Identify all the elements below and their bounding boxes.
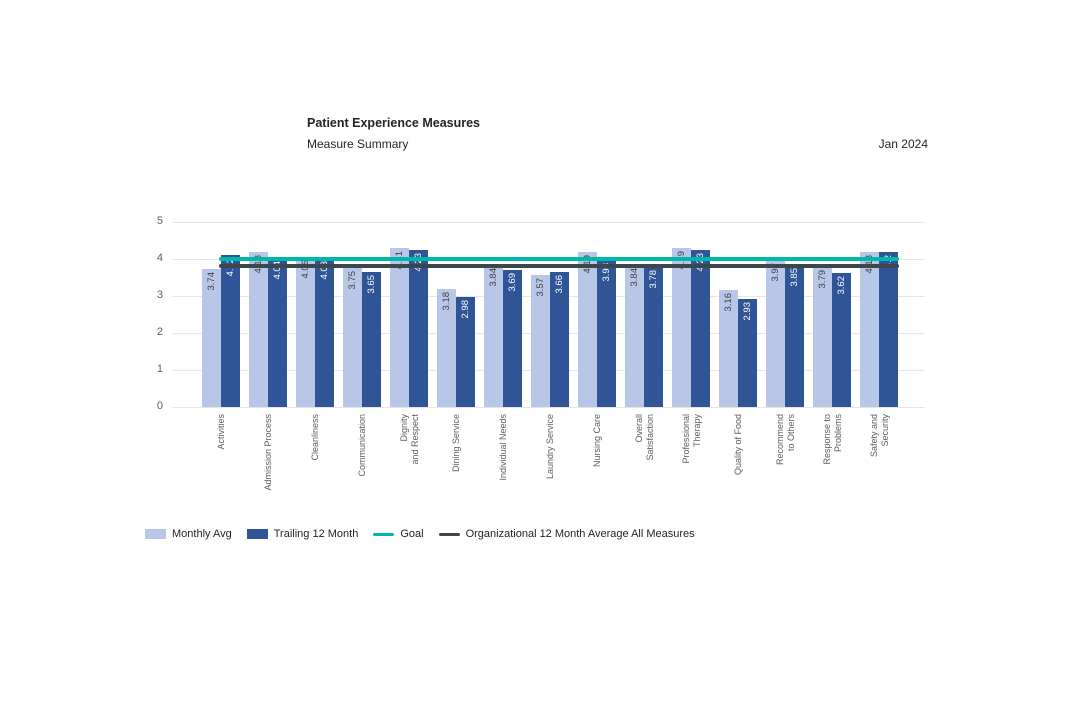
- legend-label: Organizational 12 Month Average All Meas…: [465, 528, 695, 540]
- y-tick-label: 3: [156, 289, 163, 301]
- page-subtitle: Measure Summary: [307, 137, 409, 151]
- bar-communication-monthly-avg[interactable]: [343, 268, 362, 407]
- bar-communication-trailing-12-month[interactable]: [362, 272, 381, 407]
- bar-professional-therapy-trailing-12-month[interactable]: [691, 250, 710, 407]
- bar-admission-process-trailing-12-month[interactable]: [268, 258, 287, 407]
- bar-activities-monthly-avg[interactable]: [202, 269, 221, 407]
- bar-nursing-care-trailing-12-month[interactable]: [597, 260, 616, 407]
- bar-overall-satisfaction-trailing-12-month[interactable]: [644, 267, 663, 407]
- legend-label: Goal: [400, 528, 424, 540]
- bar-dining-service-monthly-avg[interactable]: [437, 289, 456, 407]
- bar-value-label: 2.98: [428, 300, 471, 332]
- goal-line: [219, 257, 899, 261]
- legend-item-monthly-avg[interactable]: Monthly Avg: [145, 528, 232, 540]
- legend-label: Trailing 12 Month: [273, 528, 359, 540]
- bar-laundry-service-trailing-12-month[interactable]: [550, 272, 569, 407]
- y-gridline: [172, 222, 925, 223]
- bar-value-label: 2.93: [710, 302, 753, 334]
- bar-cleanliness-monthly-avg[interactable]: [296, 257, 315, 407]
- bar-dignity-and-respect-trailing-12-month[interactable]: [409, 250, 428, 407]
- bar-safety-and-security-monthly-avg[interactable]: [860, 252, 879, 407]
- bar-value-text: 2.98: [460, 300, 471, 319]
- y-tick-label: 1: [156, 363, 163, 375]
- organizational-12-month-average-all-measures-line: [219, 264, 899, 269]
- legend-swatch-trailing-12-month: [246, 529, 268, 539]
- legend-item-trailing-12-month[interactable]: Trailing 12 Month: [246, 528, 359, 540]
- bar-dining-service-trailing-12-month[interactable]: [456, 297, 475, 407]
- page-title: Patient Experience Measures: [307, 116, 480, 130]
- legend-label: Monthly Avg: [172, 528, 232, 540]
- y-tick-label: 4: [156, 252, 163, 264]
- legend-item-goal[interactable]: Goal: [373, 528, 424, 540]
- chart-legend: Monthly Avg Trailing 12 Month Goal Organiza…: [145, 528, 695, 540]
- bar-activities-trailing-12-month[interactable]: [221, 255, 240, 407]
- category-label-text: Safety and Security: [868, 414, 890, 458]
- bar-dignity-and-respect-monthly-avg[interactable]: [390, 248, 409, 407]
- bar-nursing-care-monthly-avg[interactable]: [578, 252, 597, 407]
- bar-laundry-service-monthly-avg[interactable]: [531, 275, 550, 407]
- y-tick-label: 0: [156, 400, 163, 412]
- legend-item-organizational-12-month-average-all-measures[interactable]: Organizational 12 Month Average All Meas…: [438, 528, 695, 540]
- category-label-safety-and-security: Safety and Security: [779, 414, 890, 504]
- legend-swatch-goal: [373, 532, 395, 536]
- y-gridline: [172, 407, 925, 408]
- bar-response-to-problems-monthly-avg[interactable]: [813, 267, 832, 407]
- bar-quality-of-food-trailing-12-month[interactable]: [738, 299, 757, 407]
- bar-individual-needs-trailing-12-month[interactable]: [503, 270, 522, 407]
- y-tick-label: 5: [156, 215, 163, 227]
- bar-value-text: 2.93: [742, 302, 753, 321]
- report-period: Jan 2024: [878, 137, 928, 151]
- bar-overall-satisfaction-monthly-avg[interactable]: [625, 265, 644, 407]
- bar-safety-and-security-trailing-12-month[interactable]: [879, 252, 898, 407]
- y-tick-label: 2: [156, 326, 163, 338]
- bar-response-to-problems-trailing-12-month[interactable]: [832, 273, 851, 407]
- legend-swatch-organizational-12-month-average-all-measures: [438, 532, 460, 536]
- bar-admission-process-monthly-avg[interactable]: [249, 252, 268, 407]
- bar-individual-needs-monthly-avg[interactable]: [484, 265, 503, 407]
- bar-recommend-to-others-trailing-12-month[interactable]: [785, 265, 804, 407]
- bar-recommend-to-others-monthly-avg[interactable]: [766, 260, 785, 407]
- bar-professional-therapy-monthly-avg[interactable]: [672, 248, 691, 407]
- bar-quality-of-food-monthly-avg[interactable]: [719, 290, 738, 407]
- legend-swatch-monthly-avg: [145, 529, 166, 539]
- bar-cleanliness-trailing-12-month[interactable]: [315, 258, 334, 407]
